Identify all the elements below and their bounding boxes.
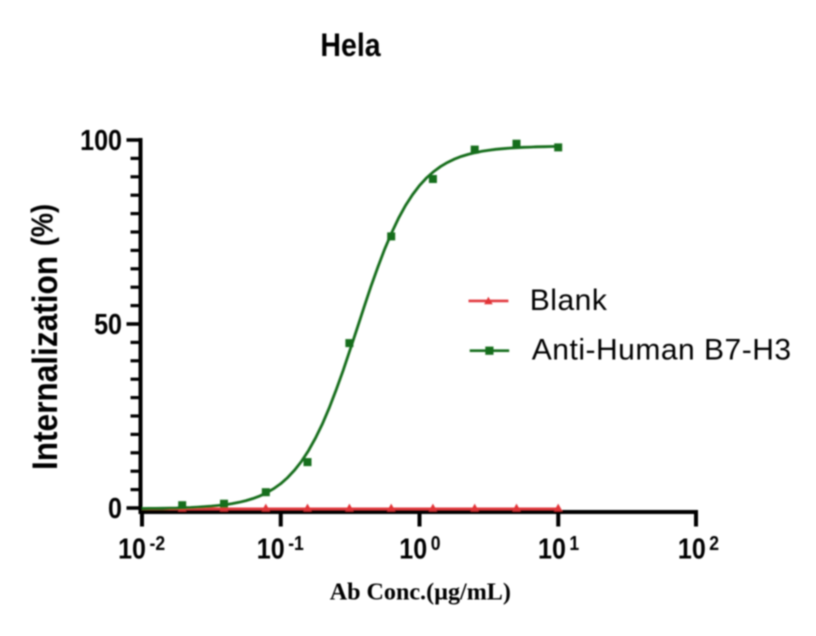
svg-text:0: 0 bbox=[108, 493, 122, 525]
svg-text:Blank: Blank bbox=[530, 284, 608, 317]
svg-text:100: 100 bbox=[80, 125, 122, 157]
svg-text:50: 50 bbox=[94, 309, 122, 341]
svg-text:Hela: Hela bbox=[320, 29, 381, 64]
svg-text:10-1: 10 -1 bbox=[257, 532, 304, 565]
svg-text:Anti-Human B7-H3: Anti-Human B7-H3 bbox=[532, 334, 792, 367]
svg-text:Ab Conc.(µg/mL): Ab Conc.(µg/mL) bbox=[330, 580, 511, 606]
svg-text:Internalization(%): Internalization(%) bbox=[26, 204, 65, 470]
